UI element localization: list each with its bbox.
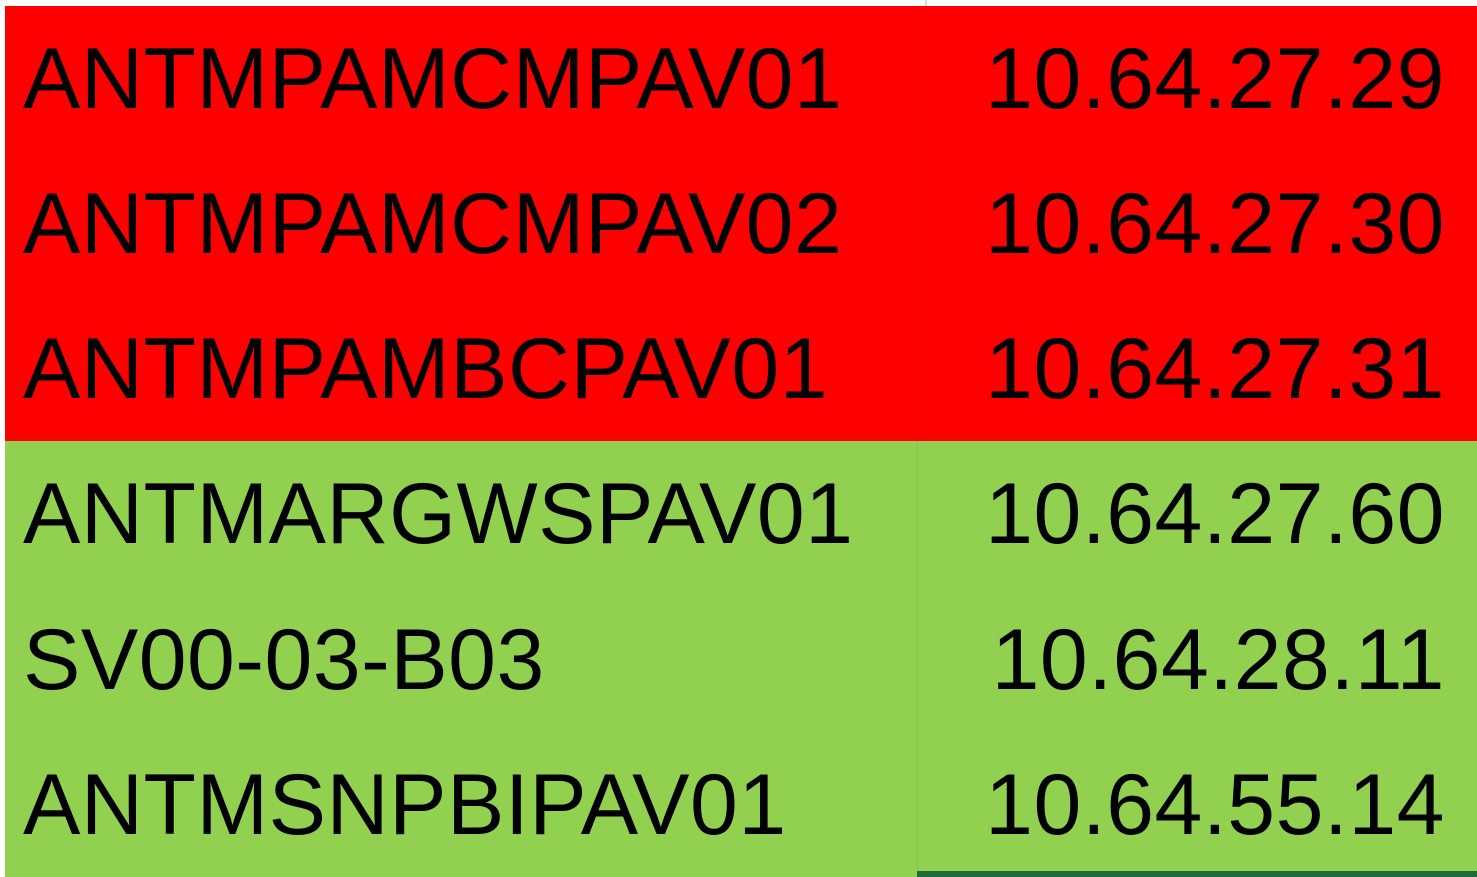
- ip-address-cell[interactable]: 10.64.27.29: [985, 30, 1445, 127]
- table-row: SV00-03-B03 10.64.28.11: [5, 587, 1477, 732]
- column-divider: [917, 151, 918, 296]
- active-cell-selection-border: [917, 871, 1477, 877]
- table-row: ANTMPAMCMPAV01 10.64.27.29: [5, 6, 1477, 151]
- ip-address-cell[interactable]: 10.64.55.14: [985, 756, 1445, 853]
- left-gridline-edge: [0, 0, 5, 877]
- hostname-cell[interactable]: ANTMPAMCMPAV01: [23, 30, 843, 127]
- hostname-cell[interactable]: ANTMSNPBIPAV01: [23, 756, 787, 853]
- ip-address-cell[interactable]: 10.64.27.30: [985, 175, 1445, 272]
- table-row: ANTMSNPBIPAV01 10.64.55.14: [5, 732, 1477, 877]
- ip-address-cell[interactable]: 10.64.27.60: [985, 466, 1445, 562]
- hostname-cell[interactable]: SV00-03-B03: [23, 611, 545, 708]
- hostname-cell[interactable]: ANTMPAMCMPAV02: [23, 175, 843, 272]
- column-divider: [917, 296, 918, 441]
- column-divider: [917, 732, 918, 877]
- hostname-cell[interactable]: ANTMARGWSPAV01: [23, 466, 854, 562]
- column-divider: [917, 6, 918, 151]
- column-divider: [917, 587, 918, 732]
- column-divider: [917, 441, 918, 587]
- top-gridline-strip: [0, 0, 1477, 6]
- table-row: ANTMPAMCMPAV02 10.64.27.30: [5, 151, 1477, 296]
- cell-range: ANTMPAMCMPAV01 10.64.27.29 ANTMPAMCMPAV0…: [5, 6, 1477, 877]
- hostname-cell[interactable]: ANTMPAMBCPAV01: [23, 320, 829, 417]
- table-row: ANTMPAMBCPAV01 10.64.27.31: [5, 296, 1477, 441]
- table-row: ANTMARGWSPAV01 10.64.27.60: [5, 441, 1477, 587]
- ip-address-cell[interactable]: 10.64.27.31: [985, 320, 1445, 417]
- ip-address-cell[interactable]: 10.64.28.11: [991, 611, 1445, 708]
- column-gridline: [925, 0, 927, 6]
